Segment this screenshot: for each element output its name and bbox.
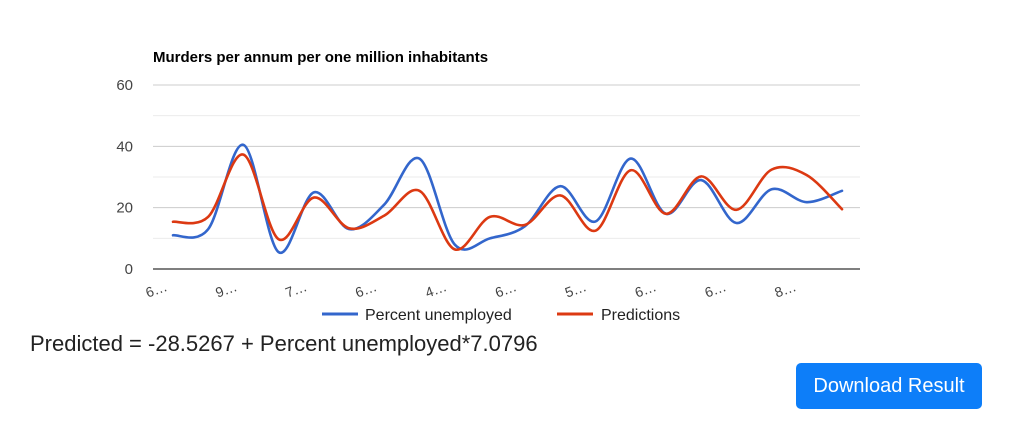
series-line-0 xyxy=(171,143,844,254)
x-tick-label: 8… xyxy=(772,278,798,300)
y-tick-label: 0 xyxy=(125,261,133,278)
download-result-button[interactable]: Download Result xyxy=(796,363,982,409)
gridlines xyxy=(153,84,860,239)
legend-label: Predictions xyxy=(601,307,680,324)
x-tick-label: 6… xyxy=(353,278,379,300)
line-chart: Murders per annum per one million inhabi… xyxy=(116,49,860,324)
x-tick-label: 6… xyxy=(633,278,659,300)
chart-title: Murders per annum per one million inhabi… xyxy=(153,49,488,66)
x-tick-label: 7… xyxy=(283,278,309,300)
series-line-1 xyxy=(171,153,844,251)
regression-equation: Predicted = -28.5267 + Percent unemploye… xyxy=(30,331,538,356)
x-tick-label: 6… xyxy=(493,278,519,300)
x-tick-label: 9… xyxy=(213,278,239,300)
x-tick-label: 6… xyxy=(143,278,169,300)
y-tick-label: 20 xyxy=(116,200,133,217)
x-tick-label: 5… xyxy=(563,278,589,300)
x-tick-label: 6… xyxy=(702,278,728,300)
y-tick-label: 40 xyxy=(116,138,133,155)
axes: 0 20 40 60 6… 9… 7… 6… 4… 6… 5… 6… 6… 8… xyxy=(116,77,860,301)
y-tick-label: 60 xyxy=(116,77,133,94)
legend: Percent unemployed Predictions xyxy=(322,307,680,324)
series-lines xyxy=(171,143,844,254)
x-tick-label: 4… xyxy=(423,278,449,300)
legend-label: Percent unemployed xyxy=(365,307,512,324)
